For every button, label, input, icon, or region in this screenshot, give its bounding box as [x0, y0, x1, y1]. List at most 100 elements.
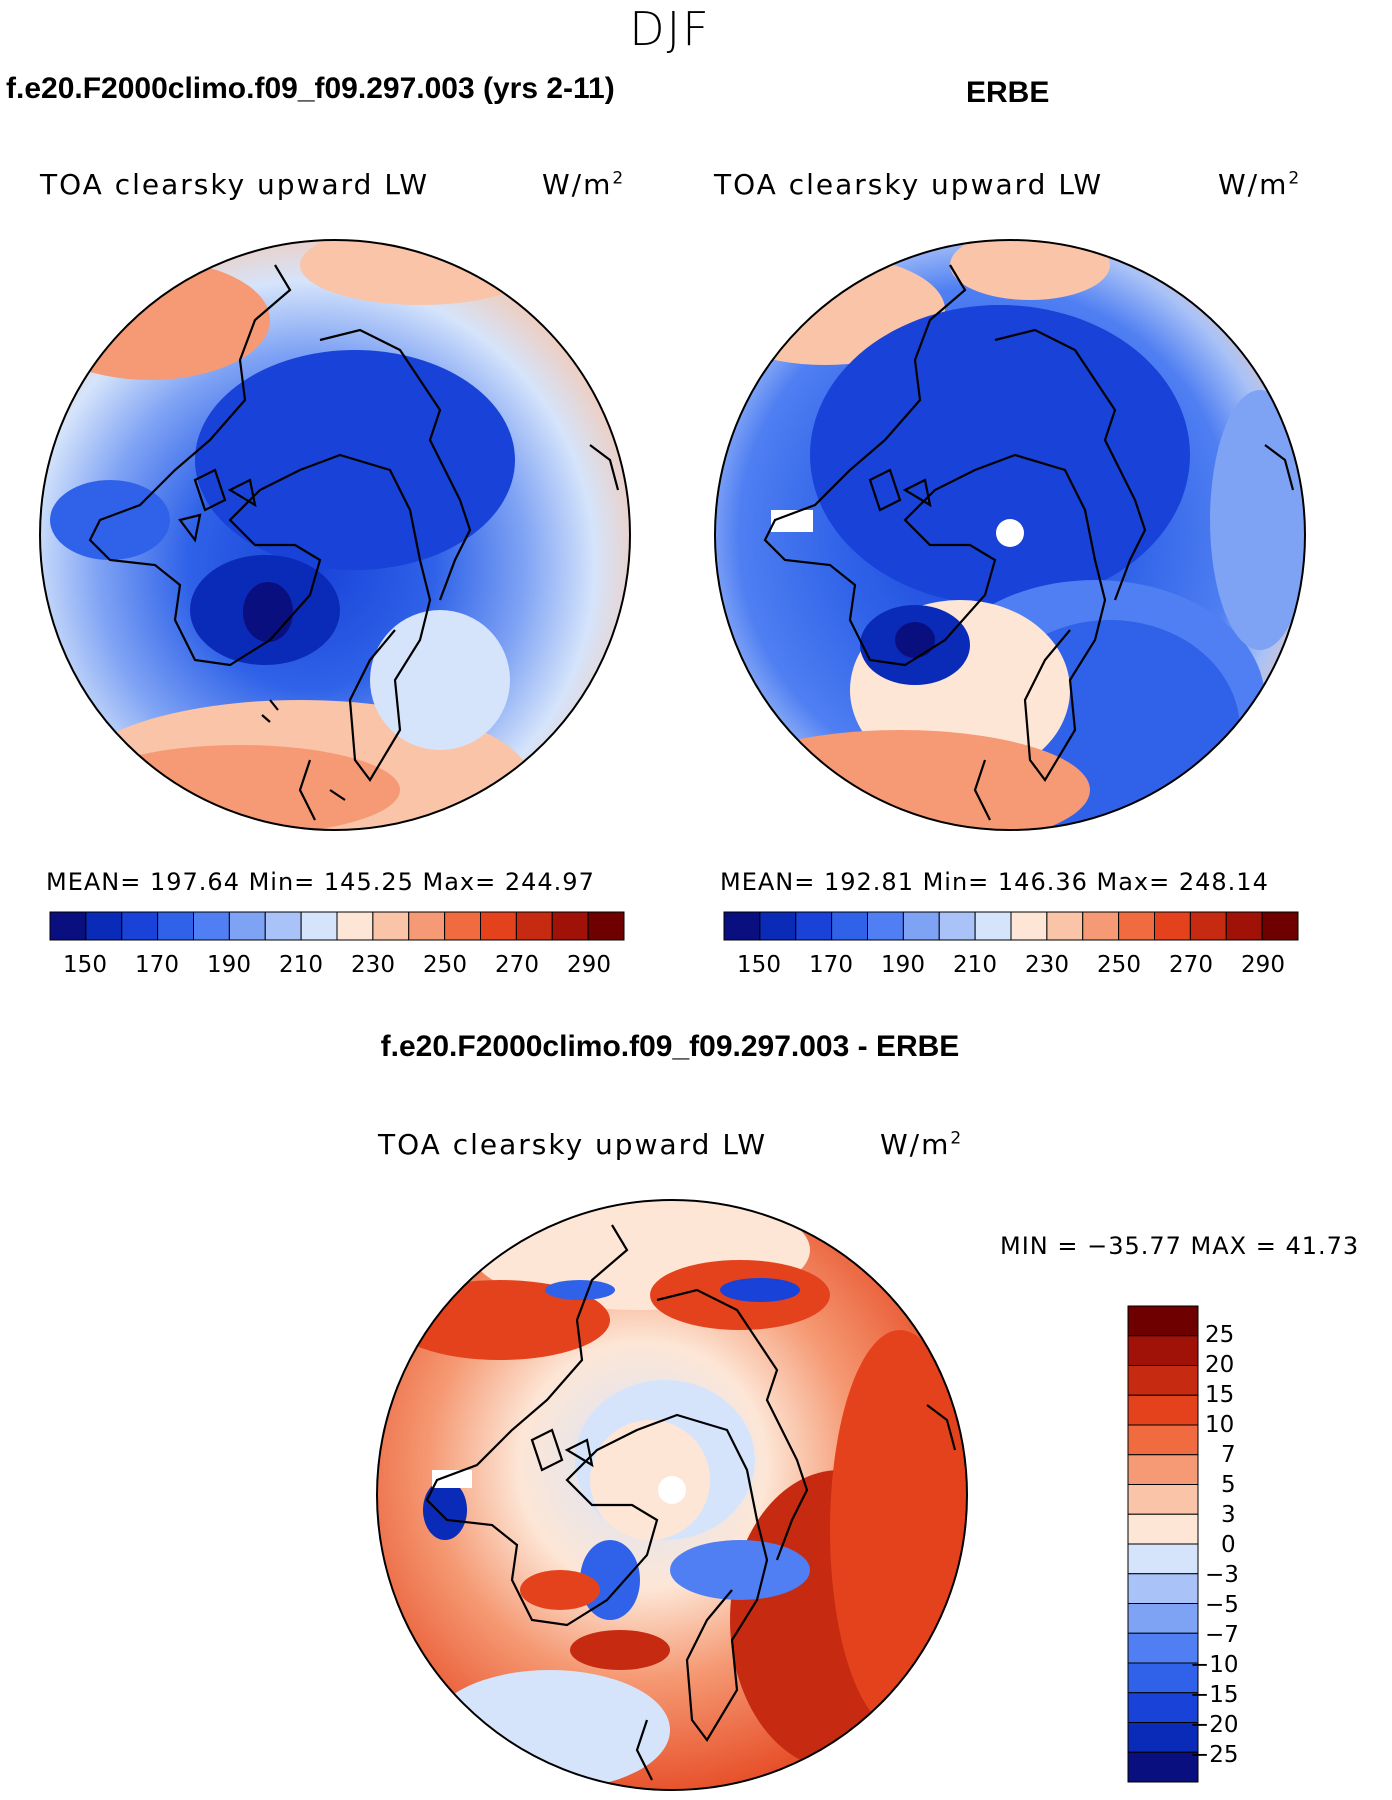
diff-colorbar-swatch [1127, 1394, 1199, 1426]
right-variable-label: TOA clearsky upward LW [714, 168, 1104, 201]
left-cbar-tick: 210 [279, 952, 323, 978]
left-cbar-tick: 290 [567, 952, 611, 978]
right-pole-missing-data [996, 519, 1024, 547]
diff-colorbar-swatch [1127, 1751, 1199, 1783]
diff-variable-label: TOA clearsky upward LW [378, 1128, 768, 1161]
right-missing-data-patch [771, 510, 813, 532]
left-colorbar-swatch [372, 911, 410, 941]
right-panel-case-title: ERBE [966, 76, 1050, 109]
diff-units-label: W/m2 [880, 1128, 964, 1161]
left-colorbar-swatch [336, 911, 374, 941]
left-colorbar-swatch [228, 911, 266, 941]
right-colorbar-swatch [1154, 911, 1191, 941]
diff-coastlines [425, 1224, 957, 1781]
right-cbar-tick: 290 [1241, 952, 1285, 978]
diff-colorbar-swatch [1127, 1305, 1199, 1337]
right-colorbar-swatch [831, 911, 868, 941]
diff-colorbar-swatch [1127, 1632, 1199, 1664]
right-colorbar-swatch [938, 911, 976, 941]
diff-panel-case-title: f.e20.F2000climo.f09_f09.297.003 - ERBE [380, 1030, 960, 1063]
right-colorbar-swatch [1082, 911, 1120, 941]
left-colorbar-swatch [551, 911, 589, 941]
diff-colorbar-swatch [1127, 1454, 1199, 1485]
right-map-border [714, 239, 1306, 831]
season-title: DJF [629, 2, 711, 56]
right-cbar-tick: 150 [737, 952, 781, 978]
diff-colorbar-swatch [1127, 1543, 1199, 1575]
right-colorbar-swatch [795, 911, 833, 941]
right-colorbar-swatch [1225, 911, 1263, 941]
diff-colorbar-swatch [1127, 1573, 1199, 1604]
right-cbar-tick: 230 [1025, 952, 1069, 978]
right-colorbar-swatch [867, 911, 904, 941]
colorbars [49, 911, 1299, 1783]
left-colorbar-swatch [85, 911, 123, 941]
diff-colorbar-swatch [1127, 1722, 1199, 1753]
diff-cbar-tick: 20 [1205, 1352, 1235, 1378]
diff-stats: MIN = −35.77 MAX = 41.73 [1000, 1232, 1360, 1260]
diff-cbar-tick: −20 [1190, 1712, 1239, 1738]
right-colorbar-swatch [723, 911, 761, 941]
diff-cbar-tick: 0 [1221, 1532, 1236, 1558]
diff-pole-missing-data [658, 1476, 686, 1504]
right-colorbar-swatch [1046, 911, 1084, 941]
left-map-border [39, 239, 631, 831]
right-colorbar-swatch [1010, 911, 1048, 941]
diff-colorbar-swatch [1127, 1513, 1199, 1545]
left-cbar-tick: 230 [351, 952, 395, 978]
left-cbar-tick: 170 [135, 952, 179, 978]
left-colorbar-swatch [408, 911, 446, 941]
right-colorbar-swatch [1118, 911, 1155, 941]
left-colorbar-swatch [193, 911, 230, 941]
left-stats: MEAN= 197.64 Min= 145.25 Max= 244.97 [46, 868, 595, 896]
right-colorbar-swatch [1189, 911, 1227, 941]
left-coastlines [88, 264, 620, 821]
diff-cbar-tick: 3 [1221, 1502, 1236, 1528]
left-colorbar-swatch [49, 911, 87, 941]
diff-cbar-tick: 25 [1205, 1322, 1235, 1348]
diff-missing-data-patch [432, 1470, 472, 1488]
left-cbar-tick: 190 [207, 952, 251, 978]
left-colorbar-swatch [300, 911, 338, 941]
diff-map-border [376, 1199, 968, 1791]
left-cbar-tick: 250 [423, 952, 467, 978]
diff-colorbar-swatch [1127, 1335, 1199, 1366]
right-colorbar-swatch [1261, 911, 1299, 941]
left-colorbar-swatch [121, 911, 159, 941]
diff-colorbar-swatch [1127, 1365, 1199, 1396]
left-cbar-tick: 270 [495, 952, 539, 978]
right-colorbar-swatch [902, 911, 940, 941]
diff-cbar-tick: −7 [1205, 1622, 1239, 1648]
diff-cbar-tick: −25 [1190, 1742, 1239, 1768]
right-cbar-tick: 250 [1097, 952, 1141, 978]
diff-cbar-tick: −10 [1190, 1652, 1239, 1678]
right-cbar-tick: 170 [809, 952, 853, 978]
right-cbar-tick: 210 [953, 952, 997, 978]
left-panel-case-title: f.e20.F2000climo.f09_f09.297.003 (yrs 2-… [6, 72, 615, 105]
right-coastlines [763, 264, 1295, 821]
diff-colorbar-swatch [1127, 1603, 1199, 1634]
left-colorbar-swatch [264, 911, 302, 941]
diff-cbar-tick: 15 [1205, 1382, 1235, 1408]
left-colorbar-swatch [157, 911, 194, 941]
diff-cbar-tick: 10 [1205, 1412, 1235, 1438]
left-colorbar-swatch [444, 911, 481, 941]
right-colorbar-swatch [759, 911, 797, 941]
left-colorbar-swatch [515, 911, 553, 941]
right-cbar-tick: 270 [1169, 952, 1213, 978]
diff-colorbar-swatch [1127, 1484, 1199, 1515]
diff-cbar-tick: −5 [1205, 1592, 1239, 1618]
diff-colorbar-swatch [1127, 1662, 1199, 1694]
diff-cbar-tick: −15 [1190, 1682, 1239, 1708]
diff-cbar-tick: −3 [1205, 1562, 1239, 1588]
right-stats: MEAN= 192.81 Min= 146.36 Max= 248.14 [720, 868, 1269, 896]
diff-cbar-tick: 5 [1221, 1472, 1236, 1498]
diff-colorbar-swatch [1127, 1424, 1199, 1456]
left-cbar-tick: 150 [63, 952, 107, 978]
left-units-label: W/m2 [542, 168, 626, 201]
left-colorbar-swatch [587, 911, 625, 941]
left-colorbar-swatch [480, 911, 517, 941]
diff-cbar-tick: 7 [1221, 1442, 1236, 1468]
left-variable-label: TOA clearsky upward LW [40, 168, 430, 201]
